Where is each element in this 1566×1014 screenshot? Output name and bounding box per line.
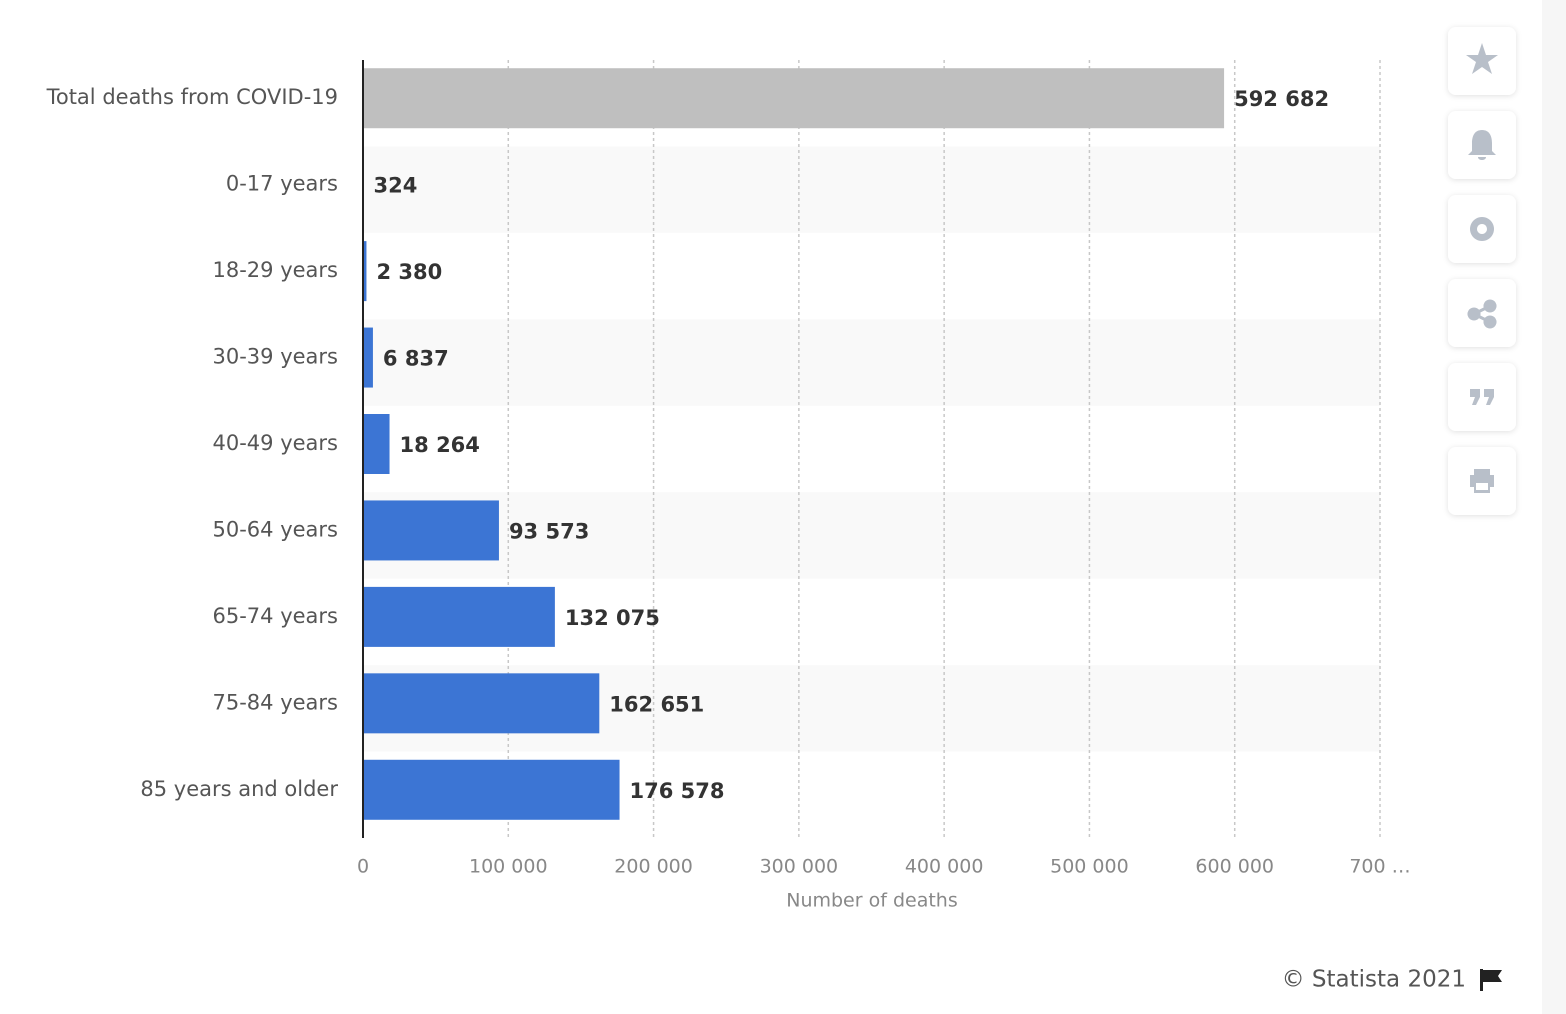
- value-label: 176 578: [630, 779, 725, 803]
- x-tick-label: 300 000: [760, 856, 839, 878]
- bar: [363, 327, 373, 388]
- value-label: 6 837: [383, 347, 449, 371]
- value-label: 592 682: [1234, 87, 1329, 111]
- x-axis-label: Number of deaths: [786, 890, 958, 912]
- value-label: 18 264: [400, 433, 480, 457]
- y-tick-label: 65-74 years: [213, 604, 339, 628]
- row-band: [363, 319, 1380, 406]
- tool-icon: [1470, 217, 1495, 241]
- bar: [363, 241, 367, 302]
- value-label: 132 075: [565, 606, 660, 630]
- y-tick-label: 50-64 years: [213, 517, 339, 541]
- value-label: 2 380: [376, 260, 442, 284]
- x-tick-label: 700 …: [1349, 856, 1410, 878]
- row-bands: [363, 146, 1380, 752]
- source: © Statista 2021: [1282, 967, 1466, 993]
- tool-icon: [1468, 130, 1496, 160]
- x-tick-label: 100 000: [469, 856, 548, 878]
- x-tick-label: 400 000: [905, 856, 984, 878]
- value-label: 162 651: [609, 692, 704, 716]
- y-tick-label: 18-29 years: [213, 258, 339, 282]
- y-tick-label: 0-17 years: [226, 172, 338, 196]
- flag-icon[interactable]: [1480, 969, 1502, 991]
- tool-button-bg: [1448, 363, 1516, 431]
- tool-button-bg: [1448, 195, 1516, 263]
- toolbar: [1448, 27, 1516, 515]
- bar: [363, 673, 600, 734]
- bar: [363, 68, 1225, 129]
- tool-button[interactable]: [1448, 363, 1516, 431]
- y-tick-label: Total deaths from COVID-19: [46, 85, 338, 109]
- y-tick-label: 85 years and older: [140, 777, 338, 801]
- bar: [363, 500, 499, 561]
- bar: [363, 414, 390, 474]
- tool-icon: [1467, 299, 1497, 329]
- bar: [363, 586, 555, 647]
- x-tick-label: 0: [357, 856, 369, 878]
- tool-icon: [1466, 43, 1498, 74]
- row-band: [363, 146, 1380, 233]
- tool-button[interactable]: [1448, 447, 1516, 515]
- tool-button[interactable]: [1448, 195, 1516, 263]
- sidebar-strip: [1542, 0, 1566, 1014]
- x-tick-label: 500 000: [1050, 856, 1129, 878]
- y-tick-label: 40-49 years: [213, 431, 339, 455]
- x-tick-label: 600 000: [1195, 856, 1274, 878]
- value-label: 93 573: [509, 519, 589, 543]
- tool-icon: [1470, 389, 1494, 405]
- tool-button[interactable]: [1448, 111, 1516, 179]
- tool-button[interactable]: [1448, 279, 1516, 347]
- y-tick-label: 75-84 years: [213, 690, 339, 714]
- value-label: 324: [373, 174, 417, 198]
- tool-button-bg: [1448, 279, 1516, 347]
- y-tick-label: 30-39 years: [213, 345, 339, 369]
- bar: [363, 759, 620, 820]
- row-band: [363, 492, 1380, 579]
- tool-button[interactable]: [1448, 27, 1516, 95]
- tool-icon: [1470, 469, 1494, 493]
- x-tick-label: 200 000: [614, 856, 693, 878]
